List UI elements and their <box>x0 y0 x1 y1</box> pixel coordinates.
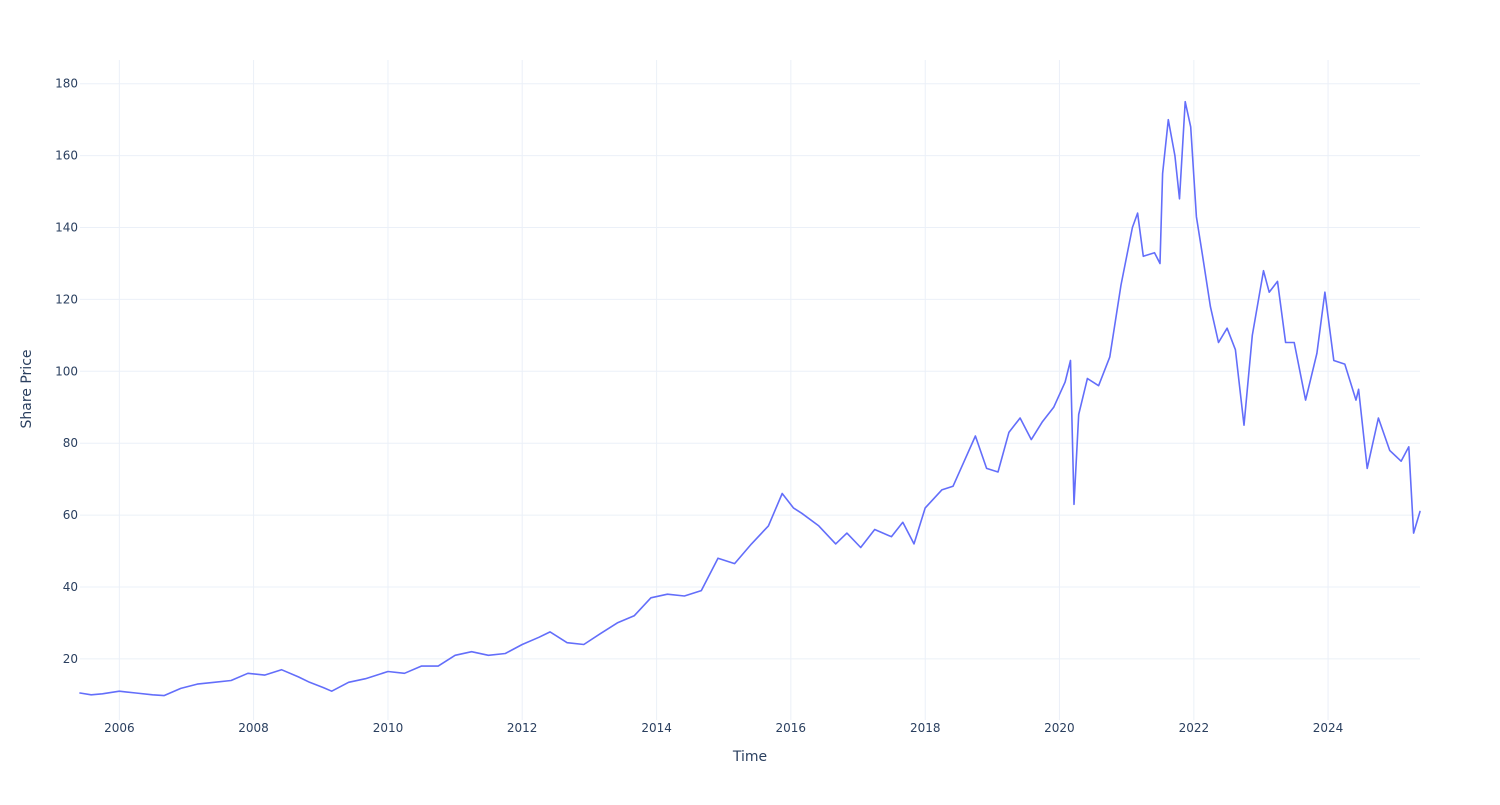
x-tick-label: 2022 <box>1179 721 1210 735</box>
x-tick-label: 2012 <box>507 721 538 735</box>
x-axis-title: Time <box>732 749 767 765</box>
x-tick-label: 2024 <box>1313 721 1344 735</box>
y-tick-label: 60 <box>63 508 78 522</box>
y-tick-label: 180 <box>55 77 78 91</box>
grid <box>80 60 1420 720</box>
x-tick-label: 2020 <box>1044 721 1075 735</box>
x-tick-label: 2016 <box>776 721 807 735</box>
y-tick-label: 160 <box>55 149 78 163</box>
series-line <box>79 100 1421 697</box>
tick-labels: 2006 2008 2010 2012 2014 2016 2018 2020 2022 2024… <box>55 77 1343 735</box>
y-tick-label: 20 <box>63 652 78 666</box>
x-tick-label: 2018 <box>910 721 941 735</box>
y-tick-label: 100 <box>55 364 78 378</box>
series-layer <box>79 100 1421 697</box>
x-tick-label: 2008 <box>238 721 269 735</box>
y-axis-title: Share Price <box>19 349 35 428</box>
y-tick-label: 140 <box>55 221 78 235</box>
x-tick-label: 2010 <box>373 721 404 735</box>
x-tick-label: 2006 <box>104 721 135 735</box>
y-tick-label: 120 <box>55 292 78 306</box>
y-tick-label: 80 <box>63 436 78 450</box>
y-tick-label: 40 <box>63 580 78 594</box>
x-tick-label: 2014 <box>641 721 672 735</box>
